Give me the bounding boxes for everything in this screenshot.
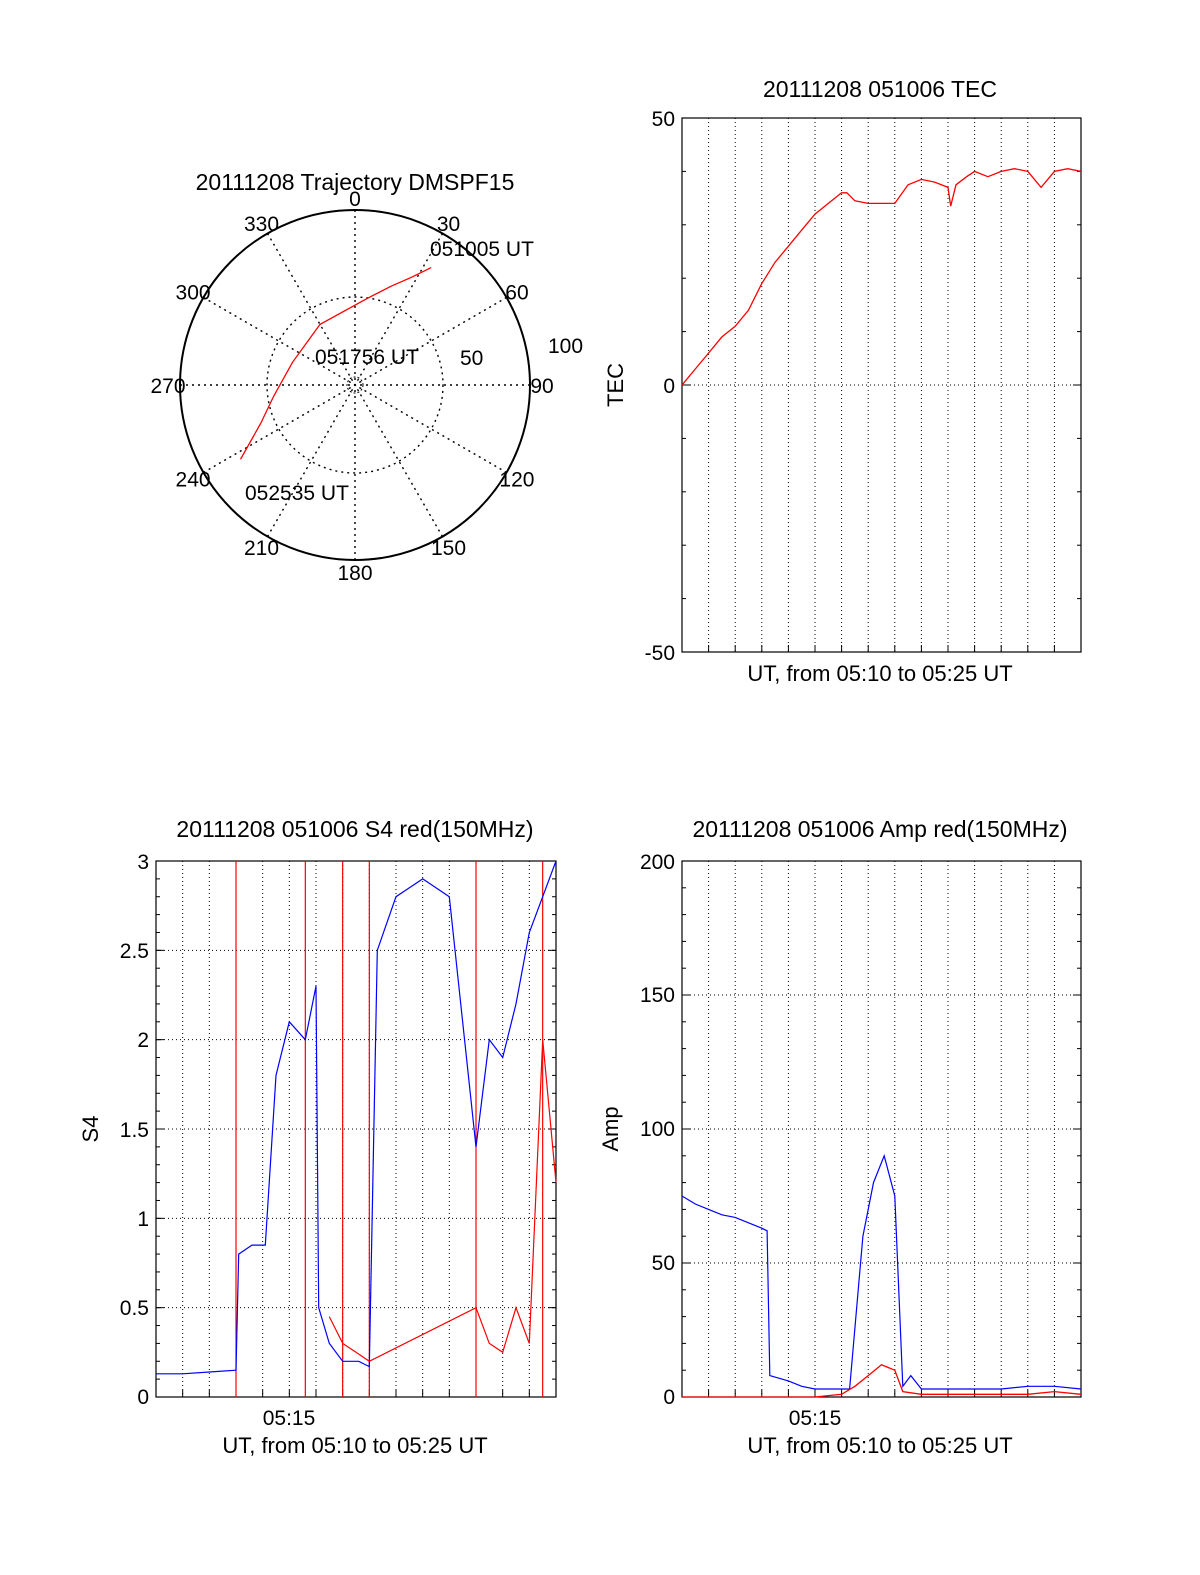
polar-angle-labels: 0 30 60 90 120 150 180 210 240 270 300 330: [150, 188, 553, 585]
polar-angle-label-0: 0: [349, 188, 361, 211]
tec-xlabel: UT, from 05:10 to 05:25 UT: [747, 661, 1012, 686]
s4-panel: 20111208 051006 S4 red(150MHz) 0 0.5 1 1…: [78, 816, 557, 1458]
tec-ytick-0: 0: [663, 375, 675, 398]
tec-ytick-50: 50: [652, 108, 675, 131]
amp-series-blue-line: [681, 1153, 1082, 1390]
polar-spokes: [180, 210, 530, 560]
polar-panel: 20111208 Trajectory DMSPF15 0 30 60 90 120 15…: [150, 169, 583, 585]
amp-title: 20111208 051006 Amp red(150MHz): [692, 816, 1067, 842]
polar-angle-label-210: 210: [244, 537, 279, 560]
amp-frame: [681, 860, 1082, 1398]
s4-title: 20111208 051006 S4 red(150MHz): [176, 816, 533, 842]
s4-ytick-1: 1: [137, 1208, 149, 1231]
s4-series-red-line: [328, 1039, 557, 1362]
polar-spoke-150: [266, 233, 444, 537]
tec-ticks: [682, 117, 1081, 653]
polar-angle-label-330: 330: [244, 213, 279, 236]
polar-radial-label-50: 50: [460, 347, 483, 370]
polar-ring-10: [346, 376, 364, 394]
s4-xtick-0515: 05:15: [263, 1407, 316, 1430]
polar-angle-label-90: 90: [530, 375, 553, 398]
amp-ytick-200: 200: [640, 851, 675, 874]
polar-angle-label-30: 30: [437, 213, 460, 236]
amp-xlabel: UT, from 05:10 to 05:25 UT: [747, 1433, 1012, 1458]
s4-ytick-0.5: 0.5: [120, 1297, 149, 1320]
s4-series-blue-line: [156, 860, 557, 1375]
s4-ytick-2.5: 2.5: [120, 940, 149, 963]
polar-angle-label-150: 150: [431, 537, 466, 560]
polar-angle-label-300: 300: [176, 282, 211, 305]
tec-title: 20111208 051006 TEC: [763, 76, 997, 102]
tec-grid: [682, 118, 1081, 652]
amp-xtick-0515: 05:15: [789, 1407, 842, 1430]
tec-series-line: [681, 168, 1082, 386]
amp-ytick-100: 100: [640, 1118, 675, 1141]
s4-ytick-0: 0: [137, 1386, 149, 1409]
s4-grid: [156, 861, 556, 1397]
polar-annotation-end: 052535 UT: [245, 482, 349, 505]
s4-spike-lines: [235, 861, 544, 1397]
tec-panel: 20111208 051006 TEC 50 0 -50 TEC UT, fro…: [603, 76, 1082, 686]
polar-angle-label-120: 120: [499, 469, 534, 492]
polar-radial-label-100: 100: [548, 335, 583, 358]
s4-ytick-3: 3: [137, 851, 149, 874]
amp-ytick-150: 150: [640, 984, 675, 1007]
amp-ylabel: Amp: [598, 1106, 623, 1151]
polar-angle-label-270: 270: [150, 375, 185, 398]
polar-ring-50: [266, 296, 444, 474]
s4-xlabel: UT, from 05:10 to 05:25 UT: [222, 1433, 487, 1458]
polar-angle-label-240: 240: [176, 469, 211, 492]
polar-annotation-start: 051005 UT: [430, 238, 534, 261]
s4-ticks: [156, 860, 556, 1398]
polar-title: 20111208 Trajectory DMSPF15: [196, 169, 515, 195]
s4-ytick-1.5: 1.5: [120, 1119, 149, 1142]
polar-trajectory-line: [239, 267, 432, 460]
amp-panel: 20111208 051006 Amp red(150MHz) 0 50 100…: [598, 816, 1082, 1458]
amp-series-red-line: [682, 1364, 1082, 1398]
amp-ticks: [682, 860, 1081, 1398]
s4-ytick-2: 2: [137, 1029, 149, 1052]
amp-ytick-50: 50: [652, 1252, 675, 1275]
tec-frame: [681, 117, 1082, 653]
tec-ylabel: TEC: [603, 363, 628, 407]
amp-ytick-0: 0: [663, 1386, 675, 1409]
amp-grid: [682, 861, 1081, 1397]
s4-ylabel: S4: [78, 1116, 103, 1143]
polar-angle-label-180: 180: [337, 562, 372, 585]
tec-ytick-neg50: -50: [645, 642, 675, 665]
polar-angle-label-60: 60: [505, 282, 528, 305]
polar-annotation-mid: 051756 UT: [315, 346, 419, 369]
